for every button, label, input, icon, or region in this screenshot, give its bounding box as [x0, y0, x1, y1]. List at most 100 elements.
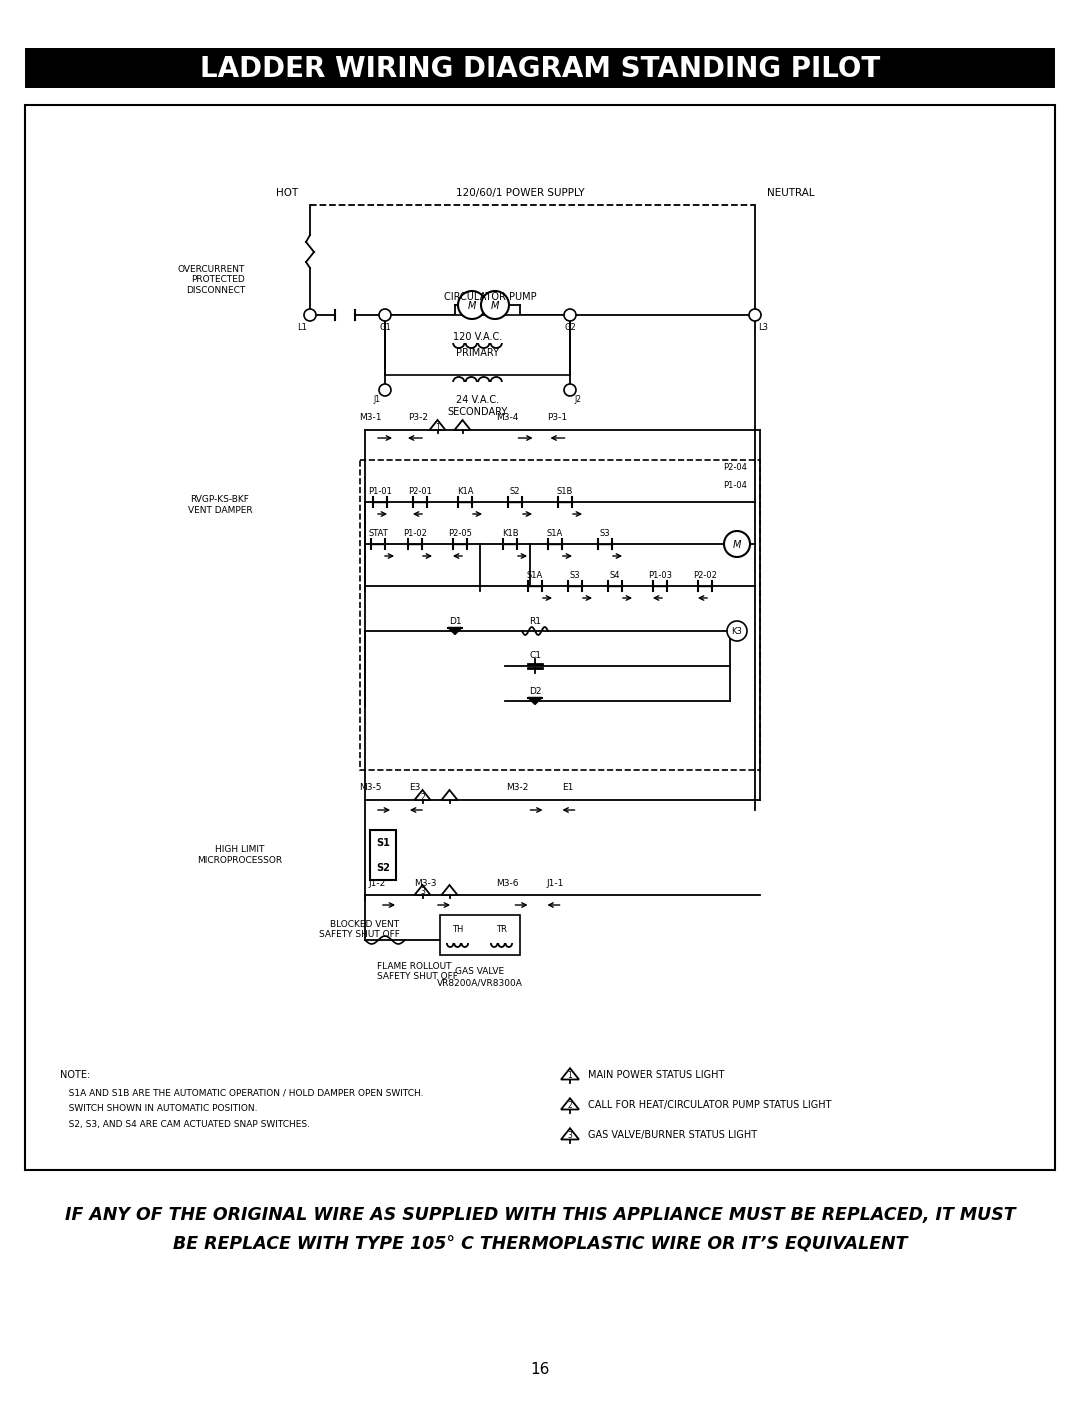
Text: K3: K3 — [731, 627, 742, 636]
Text: P2-05: P2-05 — [448, 529, 472, 539]
Text: P2-01: P2-01 — [408, 487, 432, 497]
Polygon shape — [415, 885, 431, 895]
Text: P3-2: P3-2 — [408, 414, 428, 422]
Text: HIGH LIMIT
MICROPROCESSOR: HIGH LIMIT MICROPROCESSOR — [198, 845, 283, 864]
Text: P1-02: P1-02 — [403, 529, 427, 539]
Text: 3: 3 — [420, 888, 424, 897]
Text: BE REPLACE WITH TYPE 105° C THERMOPLASTIC WIRE OR IT’S EQUIVALENT: BE REPLACE WITH TYPE 105° C THERMOPLASTI… — [173, 1236, 907, 1254]
Text: M3-5: M3-5 — [359, 783, 381, 793]
Text: M: M — [468, 302, 476, 311]
Text: M3-6: M3-6 — [496, 878, 518, 888]
Text: NOTE:: NOTE: — [60, 1070, 91, 1080]
Text: M3-1: M3-1 — [359, 414, 381, 422]
Text: P1-03: P1-03 — [648, 571, 672, 581]
Polygon shape — [430, 419, 446, 429]
Text: M3-3: M3-3 — [414, 878, 436, 888]
Text: TH: TH — [451, 926, 463, 934]
Bar — [440, 915, 519, 955]
Text: TR: TR — [496, 926, 507, 934]
Circle shape — [750, 309, 761, 321]
Text: SWITCH SHOWN IN AUTOMATIC POSITION.: SWITCH SHOWN IN AUTOMATIC POSITION. — [60, 1104, 257, 1113]
Text: C1: C1 — [529, 651, 541, 661]
Text: 1: 1 — [568, 1072, 572, 1080]
Text: S1A AND S1B ARE THE AUTOMATIC OPERATION / HOLD DAMPER OPEN SWITCH.: S1A AND S1B ARE THE AUTOMATIC OPERATION … — [60, 1087, 423, 1097]
Text: D2: D2 — [529, 686, 541, 696]
Text: S2: S2 — [376, 863, 390, 873]
Circle shape — [564, 384, 576, 396]
Text: J2: J2 — [575, 396, 581, 404]
Text: K1B: K1B — [502, 529, 518, 539]
Polygon shape — [561, 1128, 579, 1139]
Text: LADDER WIRING DIAGRAM STANDING PILOT: LADDER WIRING DIAGRAM STANDING PILOT — [200, 55, 880, 83]
Text: G2: G2 — [564, 323, 576, 331]
Circle shape — [481, 290, 509, 318]
Text: FLAME ROLLOUT
SAFETY SHUT OFF: FLAME ROLLOUT SAFETY SHUT OFF — [377, 962, 458, 982]
Circle shape — [379, 384, 391, 396]
Text: GAS VALVE/BURNER STATUS LIGHT: GAS VALVE/BURNER STATUS LIGHT — [588, 1129, 757, 1141]
Polygon shape — [455, 419, 471, 429]
Text: E3: E3 — [409, 783, 421, 793]
Circle shape — [458, 290, 486, 318]
Text: M: M — [490, 302, 499, 311]
Text: P3-1: P3-1 — [548, 414, 568, 422]
Text: R1: R1 — [529, 616, 541, 626]
Text: G1: G1 — [379, 323, 391, 331]
Text: 24 V.A.C.: 24 V.A.C. — [456, 396, 499, 405]
Circle shape — [727, 622, 747, 641]
Text: 2: 2 — [420, 793, 424, 801]
Circle shape — [724, 530, 750, 557]
Text: PRIMARY: PRIMARY — [456, 348, 499, 358]
Bar — [360, 460, 760, 770]
Bar — [25, 105, 1055, 1170]
Polygon shape — [561, 1068, 579, 1079]
Text: 16: 16 — [530, 1362, 550, 1378]
Text: L3: L3 — [758, 323, 768, 331]
Text: M3-4: M3-4 — [497, 414, 518, 422]
Circle shape — [303, 309, 316, 321]
Text: MAIN POWER STATUS LIGHT: MAIN POWER STATUS LIGHT — [588, 1070, 725, 1080]
Text: GAS VALVE: GAS VALVE — [455, 967, 504, 975]
Polygon shape — [561, 1099, 579, 1110]
Text: 120/60/1 POWER SUPPLY: 120/60/1 POWER SUPPLY — [456, 188, 584, 198]
Text: S2: S2 — [510, 487, 521, 497]
Text: HOT: HOT — [275, 188, 298, 198]
Text: RVGP-KS-BKF
VENT DAMPER: RVGP-KS-BKF VENT DAMPER — [188, 495, 253, 515]
Text: E1: E1 — [562, 783, 573, 793]
Bar — [370, 831, 396, 880]
Text: NEUTRAL: NEUTRAL — [767, 188, 814, 198]
Circle shape — [379, 309, 391, 321]
Text: M3-2: M3-2 — [507, 783, 529, 793]
Text: VR8200A/VR8300A: VR8200A/VR8300A — [436, 978, 523, 988]
Text: D1: D1 — [448, 616, 461, 626]
Polygon shape — [442, 790, 458, 800]
Text: OVERCURRENT
PROTECTED
DISCONNECT: OVERCURRENT PROTECTED DISCONNECT — [177, 265, 245, 295]
Text: S3: S3 — [569, 571, 580, 581]
Polygon shape — [528, 697, 542, 704]
Text: P1-01: P1-01 — [368, 487, 392, 497]
Polygon shape — [415, 790, 431, 800]
Text: J1-1: J1-1 — [546, 878, 564, 888]
Text: S3: S3 — [599, 529, 610, 539]
Text: S1A: S1A — [546, 529, 563, 539]
Text: 1: 1 — [435, 422, 440, 432]
Text: 120 V.A.C.: 120 V.A.C. — [453, 333, 502, 342]
Text: P1-04: P1-04 — [724, 480, 747, 490]
Text: J1: J1 — [374, 396, 380, 404]
Text: IF ANY OF THE ORIGINAL WIRE AS SUPPLIED WITH THIS APPLIANCE MUST BE REPLACED, IT: IF ANY OF THE ORIGINAL WIRE AS SUPPLIED … — [65, 1207, 1015, 1223]
Text: M: M — [733, 540, 741, 550]
Text: 2: 2 — [568, 1101, 572, 1111]
Bar — [25, 48, 1055, 88]
Text: L1: L1 — [297, 323, 307, 331]
Text: SECONDARY: SECONDARY — [447, 407, 508, 417]
Text: 3: 3 — [568, 1131, 572, 1141]
Text: BLOCKED VENT
SAFETY SHUT OFF: BLOCKED VENT SAFETY SHUT OFF — [319, 920, 400, 940]
Text: P2-02: P2-02 — [693, 571, 717, 581]
Text: K1A: K1A — [457, 487, 473, 497]
Circle shape — [564, 309, 576, 321]
Text: P2-04: P2-04 — [724, 463, 747, 473]
Polygon shape — [442, 885, 458, 895]
Text: S1B: S1B — [557, 487, 573, 497]
Text: STAT: STAT — [368, 529, 388, 539]
Polygon shape — [448, 627, 462, 634]
Text: S1A: S1A — [527, 571, 543, 581]
